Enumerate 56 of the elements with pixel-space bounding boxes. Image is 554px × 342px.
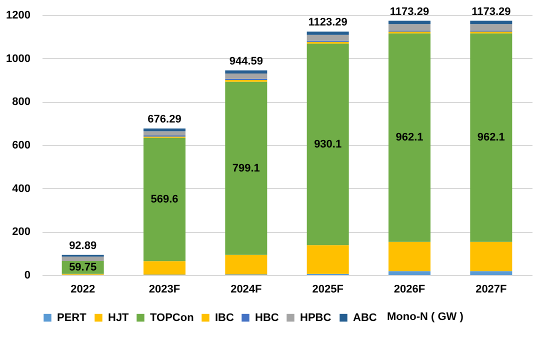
bar: [388, 271, 430, 275]
legend-label: IBC: [215, 312, 234, 324]
bar: [306, 32, 349, 35]
bar: [388, 24, 430, 31]
data-label: 930.1: [314, 138, 342, 150]
bar: [306, 245, 349, 274]
bar: [225, 73, 268, 79]
y-tick-label: 400: [12, 182, 30, 195]
bar: [144, 138, 186, 262]
bar: [144, 131, 186, 136]
bar: [470, 33, 512, 242]
x-tick-label: 2025F: [312, 284, 344, 296]
x-tick-label: 2027F: [476, 284, 508, 296]
x-tick-label: 2023F: [148, 284, 180, 296]
total-label: 1173.29: [390, 6, 430, 18]
y-tick-label: 1200: [6, 10, 30, 22]
total-label: 1123.29: [308, 16, 348, 29]
legend-label: TOPCon: [150, 312, 194, 324]
bar: [470, 24, 512, 31]
data-label: 799.1: [232, 162, 260, 174]
bar: [225, 254, 268, 274]
x-tick-label: 2026F: [394, 284, 426, 296]
y-tick-label: 200: [12, 226, 30, 238]
bar: [470, 271, 512, 275]
bar: [306, 44, 349, 246]
legend-label: ABC: [353, 312, 377, 324]
x-tick-label: 2024F: [230, 284, 262, 296]
bar: [388, 242, 430, 272]
legend-label: HPBC: [300, 312, 332, 324]
legend-title: Mono-N ( GW ): [387, 311, 464, 323]
total-label: 1173.29: [472, 6, 511, 18]
data-label: 962.1: [477, 132, 505, 144]
legend-label: PERT: [57, 312, 87, 324]
total-label: 676.29: [148, 113, 182, 126]
legend-label: HBC: [255, 312, 279, 324]
bar: [306, 34, 349, 41]
data-label: 569.6: [150, 193, 178, 206]
total-label: 944.59: [229, 55, 263, 68]
bar: [144, 128, 186, 132]
legend-label: HJT: [108, 312, 130, 324]
bar: [388, 20, 430, 24]
y-tick-label: 800: [12, 96, 30, 108]
bar: [388, 33, 430, 242]
total-label: 92.89: [69, 240, 97, 252]
y-tick-label: 1000: [6, 52, 30, 65]
bar: [62, 256, 104, 261]
bar: [225, 70, 268, 74]
data-label: 962.1: [396, 132, 424, 144]
bar: [470, 20, 512, 24]
bar: [144, 261, 186, 275]
bar: [225, 82, 268, 255]
y-tick-label: 0: [24, 270, 30, 282]
x-tick-label: 2022: [70, 284, 96, 296]
bar: [470, 242, 512, 272]
y-tick-label: 600: [12, 140, 30, 152]
data-label: 59.75: [69, 261, 97, 274]
